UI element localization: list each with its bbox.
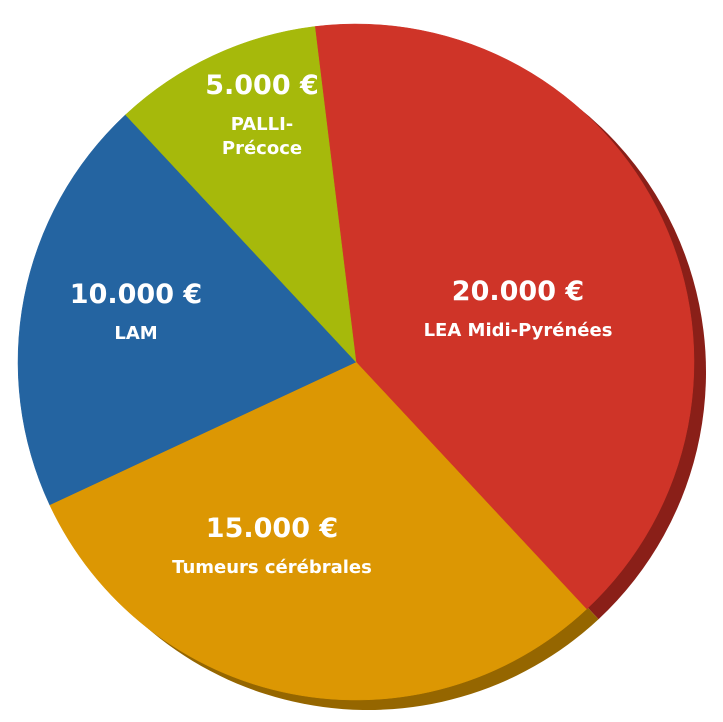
slice-label-palli-precoce-line-1: PALLI- bbox=[231, 114, 294, 135]
slice-amount-lea-midi-pyrenees: 20.000 € bbox=[452, 276, 584, 307]
slice-label-tumeurs-cerebrales: Tumeurs cérébrales bbox=[172, 557, 372, 578]
slice-label-lea-midi-pyrenees: LEA Midi-Pyrénées bbox=[424, 320, 613, 341]
slice-amount-tumeurs-cerebrales: 15.000 € bbox=[206, 513, 338, 544]
slice-label-lam: LAM bbox=[114, 323, 157, 344]
pie-slice-palli-precoce bbox=[125, 26, 357, 363]
pie-slices bbox=[17, 23, 695, 701]
pie-labels: 20.000 € LEA Midi-Pyrénées 15.000 € Tumeurs… bbox=[70, 70, 613, 578]
pie-slice-lam bbox=[17, 114, 357, 506]
slice-label-palli-precoce-line-2: Précoce bbox=[222, 138, 302, 159]
slice-amount-lam: 10.000 € bbox=[70, 279, 202, 310]
pie-slice-tumeurs-cerebrales bbox=[49, 361, 587, 701]
slice-amount-palli-precoce: 5.000 € bbox=[205, 70, 319, 101]
pie-slice-lea-midi-pyrenees bbox=[314, 23, 695, 610]
